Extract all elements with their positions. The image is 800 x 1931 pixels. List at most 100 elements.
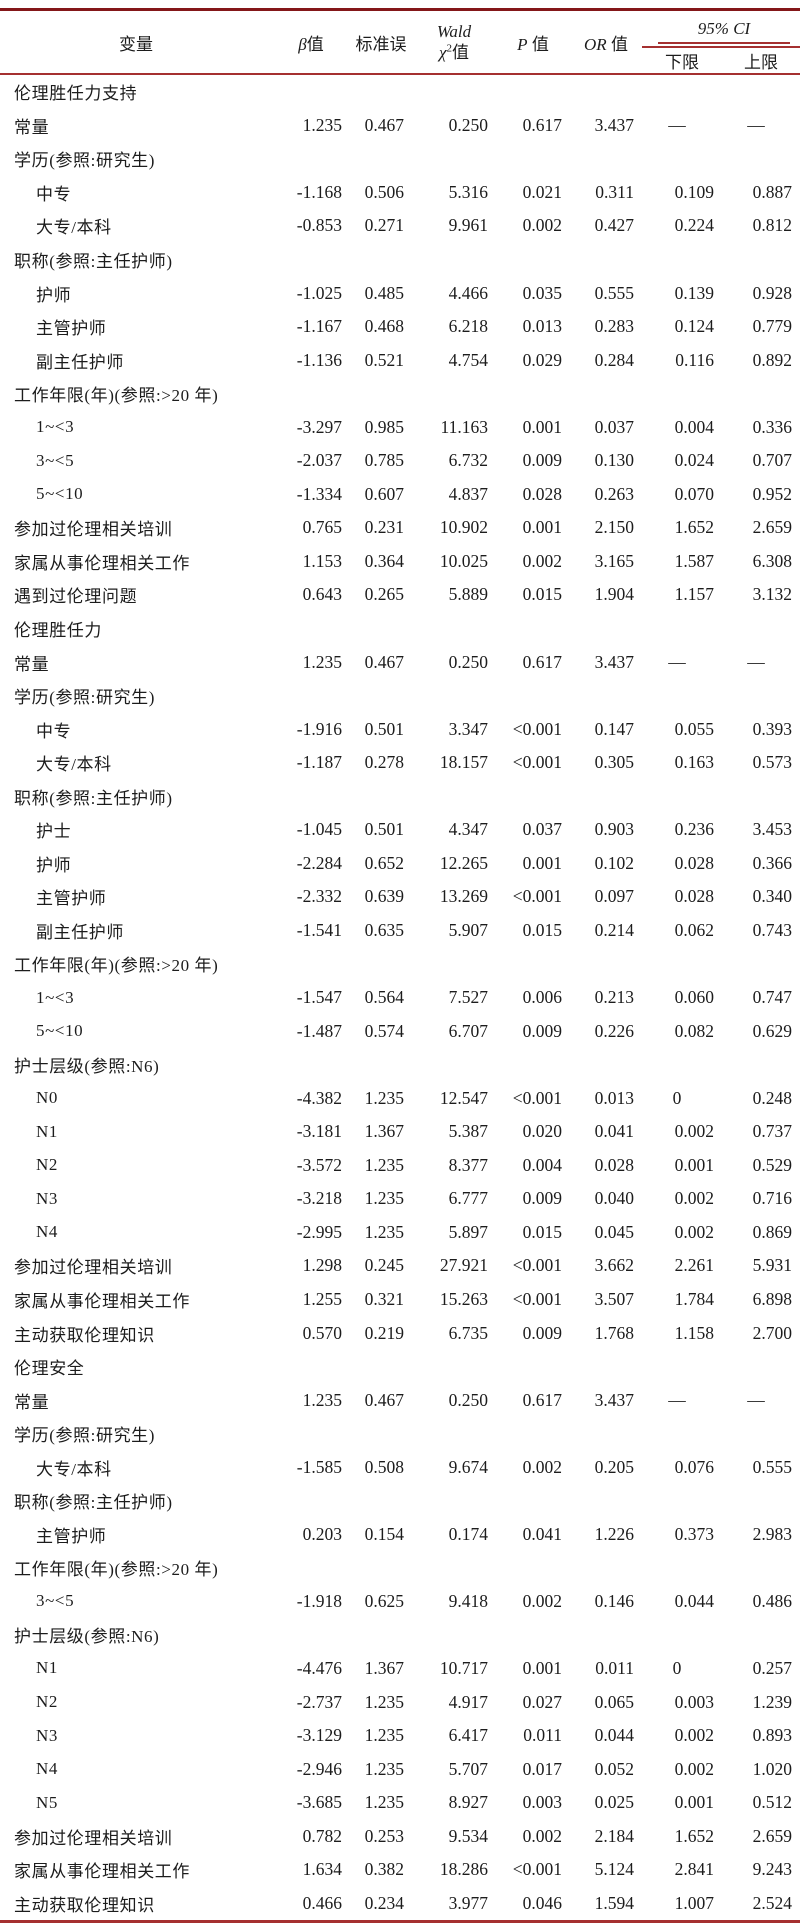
ci-upper-value: 0.737 <box>752 1121 793 1142</box>
section-row: 伦理安全 <box>0 1350 800 1384</box>
ci-lower-value <box>642 679 722 713</box>
variable-label: 中专 <box>36 721 72 741</box>
ci-lower-value: 0.002 <box>674 1121 714 1142</box>
se-value: 0.265 <box>364 584 404 605</box>
section-row: 护士层级(参照:N6) <box>0 1618 800 1652</box>
p-value: 0.009 <box>522 1188 562 1209</box>
col-header-beta: β值 <box>272 9 350 75</box>
ci-upper-value: 0.887 <box>752 181 793 202</box>
se-value: 0.219 <box>364 1322 404 1343</box>
data-row: 常量 1.235 0.467 0.250 0.617 3.437 — — <box>0 1383 800 1417</box>
or-value: 0.102 <box>594 852 634 873</box>
beta-value: -3.218 <box>296 1188 342 1209</box>
section-row: 职称(参照:主任护师) <box>0 243 800 277</box>
ci-lower-value: 0.055 <box>674 718 714 739</box>
se-value <box>350 74 412 109</box>
ci-lower-value: 1.007 <box>674 1892 714 1913</box>
variable-label: 常量 <box>14 117 50 137</box>
wald-value: 15.263 <box>439 1288 488 1309</box>
beta-value: -1.547 <box>296 987 342 1008</box>
p-value: 0.041 <box>522 1523 562 1544</box>
data-row: 主动获取伦理知识 0.466 0.234 3.977 0.046 1.594 1.007 2.… <box>0 1887 800 1922</box>
or-value: 0.041 <box>594 1121 634 1142</box>
p-value: 0.021 <box>522 181 562 202</box>
ci-upper-value: 2.659 <box>752 517 793 538</box>
se-value <box>350 679 412 713</box>
se-value <box>350 1551 412 1585</box>
data-row: 主管护师 -2.332 0.639 13.269 <0.001 0.097 0.028 0.3… <box>0 880 800 914</box>
ci-upper-value: 0.529 <box>752 1154 793 1175</box>
or-value <box>570 1618 642 1652</box>
wald-value: 0.250 <box>448 651 488 672</box>
or-value: 2.184 <box>594 1825 634 1846</box>
data-row: 3~<5 -1.918 0.625 9.418 0.002 0.146 0.044 0.486 <box>0 1585 800 1619</box>
ci-upper-value: 0.336 <box>752 416 793 437</box>
wald-value <box>412 377 496 411</box>
ci-lower-value <box>642 243 722 277</box>
p-value: 0.009 <box>522 1322 562 1343</box>
wald-value <box>412 1618 496 1652</box>
se-value: 0.278 <box>364 752 404 773</box>
or-value: 3.437 <box>594 1389 634 1410</box>
ci-lower-value <box>642 779 722 813</box>
ci-lower-value: 1.587 <box>674 550 714 571</box>
se-value: 0.508 <box>364 1456 404 1477</box>
p-value: 0.002 <box>522 550 562 571</box>
ci-upper-value <box>722 612 800 646</box>
ci-lower-value: — <box>668 1389 686 1410</box>
variable-label: N3 <box>36 1725 58 1745</box>
se-value: 0.521 <box>364 349 404 370</box>
se-value: 0.231 <box>364 517 404 538</box>
p-value: 0.617 <box>522 1389 562 1410</box>
p-value <box>496 1618 570 1652</box>
variable-label: N3 <box>36 1188 58 1208</box>
p-value <box>496 1048 570 1082</box>
or-value: 0.097 <box>594 886 634 907</box>
wald-value: 0.250 <box>448 1389 488 1410</box>
data-row: 参加过伦理相关培训 0.765 0.231 10.902 0.001 2.150 1.652… <box>0 511 800 545</box>
ci-upper-value <box>722 74 800 109</box>
se-value: 0.382 <box>364 1859 404 1880</box>
beta-value: -1.025 <box>296 282 342 303</box>
data-row: 主管护师 -1.167 0.468 6.218 0.013 0.283 0.124 0.779 <box>0 310 800 344</box>
wald-value: 5.889 <box>448 584 488 605</box>
ci-lower-value <box>642 1417 722 1451</box>
or-value <box>570 1551 642 1585</box>
ci-lower-value: 0.004 <box>674 416 714 437</box>
variable-label: 护士层级(参照:N6) <box>14 1057 160 1077</box>
se-value <box>350 1048 412 1082</box>
or-value: 0.555 <box>594 282 634 303</box>
se-value: 0.468 <box>364 316 404 337</box>
or-value: 0.311 <box>595 181 634 202</box>
ci-lower-value <box>642 74 722 109</box>
variable-label: 伦理安全 <box>14 1359 85 1379</box>
ci-upper-value: 0.393 <box>752 718 793 739</box>
or-value: 0.045 <box>594 1221 634 1242</box>
se-value: 1.367 <box>364 1121 404 1142</box>
beta-value: -1.585 <box>296 1456 342 1477</box>
data-row: 3~<5 -2.037 0.785 6.732 0.009 0.130 0.024 0.707 <box>0 444 800 478</box>
ci-lower-value: 0.139 <box>674 282 714 303</box>
beta-value: -4.476 <box>296 1657 342 1678</box>
or-value: 0.013 <box>594 1087 634 1108</box>
ci-upper-value: 3.453 <box>752 819 793 840</box>
or-value <box>570 947 642 981</box>
variable-label: 中专 <box>36 184 72 204</box>
p-value: 0.006 <box>522 987 562 1008</box>
ci-lower-value: — <box>668 651 686 672</box>
p-value <box>496 1551 570 1585</box>
beta-value: -0.853 <box>296 215 342 236</box>
beta-value: 1.235 <box>302 651 342 672</box>
p-value: 0.002 <box>522 1456 562 1477</box>
or-value <box>570 779 642 813</box>
ci-upper-value: 0.892 <box>752 349 793 370</box>
or-value: 0.037 <box>594 416 634 437</box>
or-value: 0.040 <box>594 1188 634 1209</box>
ci-lower-value: 0.003 <box>674 1691 714 1712</box>
or-value: 3.507 <box>594 1288 634 1309</box>
or-value: 0.052 <box>594 1758 634 1779</box>
beta-value: 1.235 <box>302 1389 342 1410</box>
ci-lower-value: 0.163 <box>674 752 714 773</box>
variable-label: N0 <box>36 1088 58 1108</box>
beta-value <box>272 612 350 646</box>
